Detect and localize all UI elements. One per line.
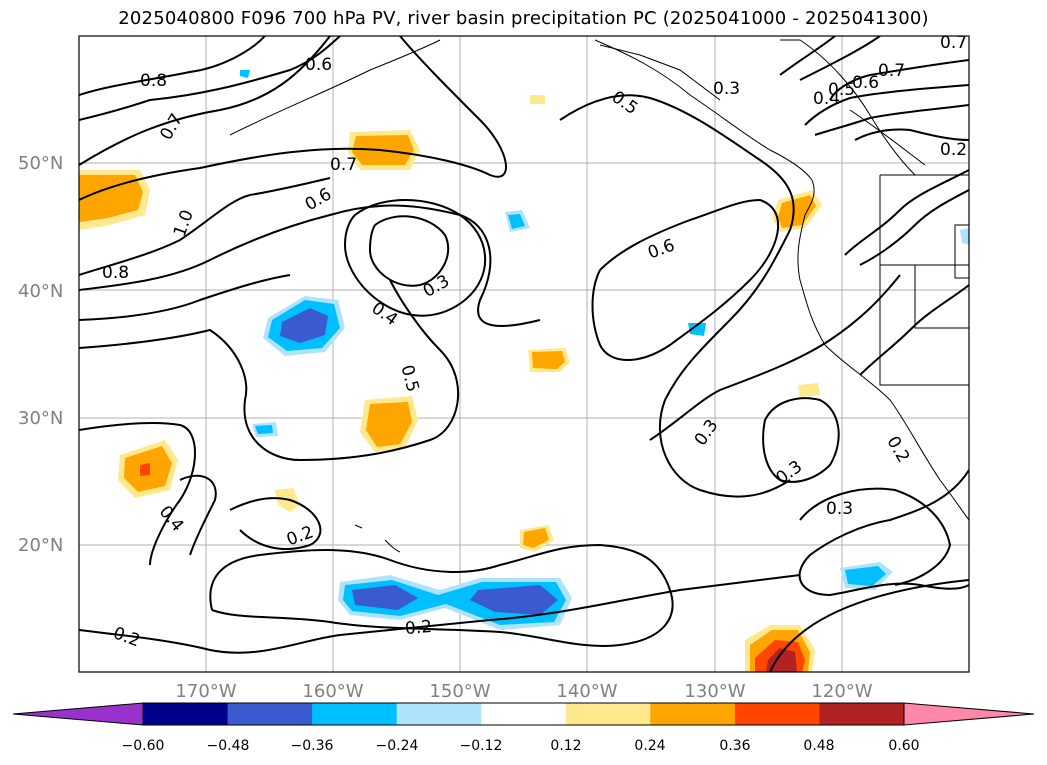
precip-positive-anomalies (79, 95, 822, 672)
lon-label-160w: 160°W (302, 681, 363, 702)
longitude-labels: 170°W 160°W 150°W 140°W 130°W 120°W (175, 681, 872, 702)
contour-label: 0.2 (404, 617, 433, 639)
contour-label: 0.7 (878, 61, 905, 81)
colorbar-tick-labels: −0.60 −0.48 −0.36 −0.24 −0.12 0.12 0.24 … (122, 738, 920, 754)
colorbar-tick-label: 0.12 (550, 738, 581, 754)
contour-label: 0.8 (140, 71, 167, 91)
contour-label: 0.3 (713, 79, 740, 99)
map-title: 2025040800 F096 700 hPa PV, river basin … (118, 8, 929, 29)
lon-label-120w: 120°W (811, 681, 872, 702)
colorbar-outline (142, 702, 905, 726)
lat-label-30n: 30°N (18, 408, 63, 429)
contour-label: 0.8 (102, 263, 129, 283)
colorbar-segment (396, 703, 482, 725)
contour-label: 0.7 (940, 33, 967, 53)
contour-label: 0.2 (940, 140, 967, 160)
colorbar-tick-label: 0.36 (719, 738, 750, 754)
colorbar-segment (143, 703, 229, 725)
colorbar-segment (481, 703, 567, 725)
colorbar: −0.60 −0.48 −0.36 −0.24 −0.12 0.12 0.24 … (12, 702, 1035, 754)
colorbar-tick-label: −0.48 (207, 738, 250, 754)
colorbar-segment (650, 703, 736, 725)
colorbar-tick-label: 0.60 (888, 738, 919, 754)
colorbar-tick-label: 0.48 (803, 738, 834, 754)
latitude-labels: 50°N 40°N 30°N 20°N (18, 153, 63, 556)
colorbar-extend-low (12, 702, 144, 726)
coastlines (229, 39, 969, 553)
pv-contours (79, 36, 969, 672)
contour-label: 0.3 (826, 499, 853, 519)
lat-label-20n: 20°N (18, 535, 63, 556)
lon-label-150w: 150°W (429, 681, 490, 702)
gridlines (79, 36, 969, 672)
map-frame (78, 35, 970, 673)
contour-label: 0.5 (828, 80, 855, 100)
contour-label: 0.6 (305, 55, 332, 75)
precip-negative-anomalies (240, 70, 969, 630)
lon-label-140w: 140°W (556, 681, 617, 702)
colorbar-segment (819, 703, 905, 725)
colorbar-tick-label: 0.24 (634, 738, 665, 754)
lon-label-170w: 170°W (175, 681, 236, 702)
lat-label-40n: 40°N (18, 281, 63, 302)
contour-label: 0.7 (330, 155, 357, 175)
lat-label-50n: 50°N (18, 153, 63, 174)
lon-label-130w: 130°W (684, 681, 745, 702)
colorbar-extend-high (903, 702, 1035, 726)
colorbar-segment (565, 703, 651, 725)
colorbar-segment (734, 703, 820, 725)
contour-label: 0.4 (813, 89, 840, 109)
colorbar-tick-label: −0.24 (376, 738, 419, 754)
contour-label: 0.6 (852, 73, 879, 93)
colorbar-segment (227, 703, 313, 725)
colorbar-tick-label: −0.36 (291, 738, 334, 754)
colorbar-segment (312, 703, 398, 725)
colorbar-tick-label: −0.12 (460, 738, 503, 754)
colorbar-tick-label: −0.60 (122, 738, 165, 754)
